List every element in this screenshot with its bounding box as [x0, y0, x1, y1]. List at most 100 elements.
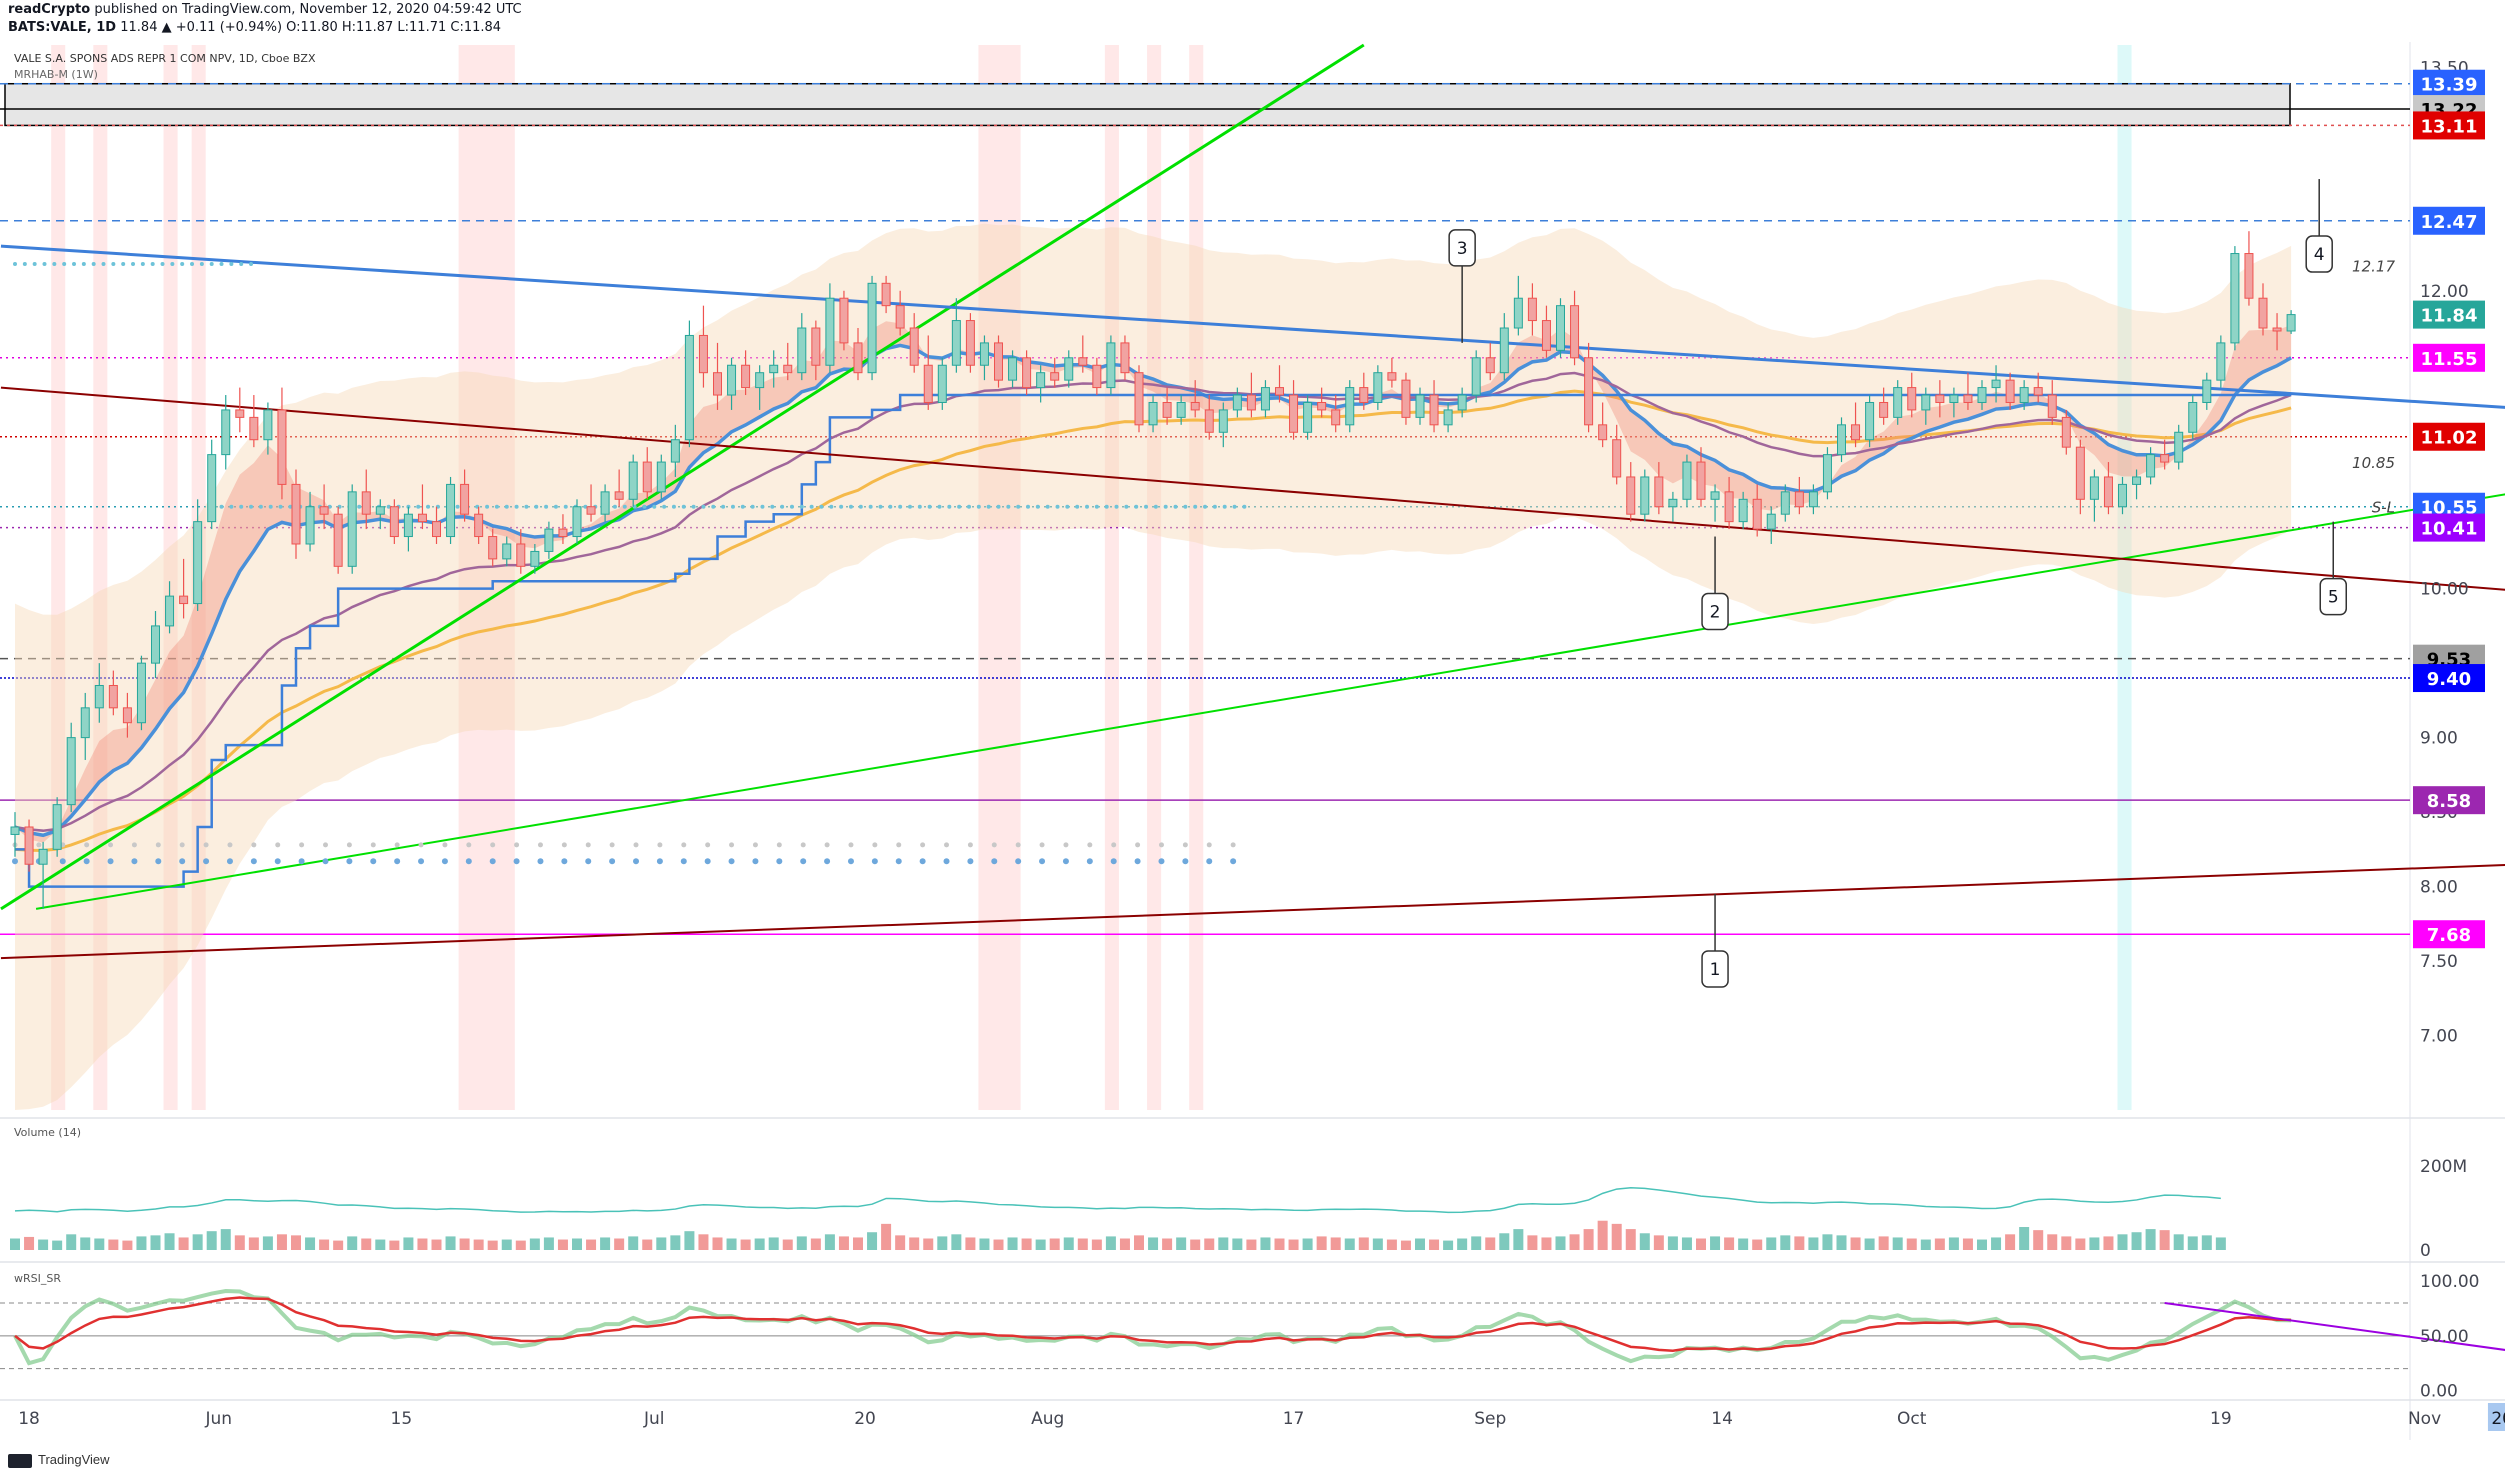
support-dot: [1087, 842, 1093, 848]
level-dot: [563, 504, 568, 509]
level-dot: [907, 504, 912, 509]
volume-bar: [1485, 1237, 1496, 1250]
price-marker-label: 9.40: [2427, 669, 2471, 690]
volume-bar: [389, 1240, 400, 1250]
level-dot: [612, 504, 617, 509]
candle: [530, 550, 540, 567]
volume-bar: [1035, 1239, 1046, 1250]
support-dot: [944, 842, 950, 848]
support-dot: [991, 858, 998, 865]
price-axis-tick: 7.00: [2420, 1027, 2458, 1047]
publisher-name[interactable]: readCrypto: [8, 2, 91, 17]
candle: [2244, 253, 2254, 299]
ticker-symbol: BATS:VALE, 1D: [8, 20, 117, 35]
support-dot: [36, 842, 42, 848]
support-dot: [776, 842, 782, 848]
level-dot: [1035, 504, 1040, 509]
support-dot: [585, 842, 591, 848]
candle: [165, 595, 175, 627]
volume-bar: [1766, 1237, 1777, 1250]
level-dot: [485, 504, 490, 509]
level-dot: [701, 504, 706, 509]
candle: [951, 320, 961, 366]
ticker-values: 11.84 ▲ +0.11 (+0.94%) O:11.80 H:11.87 L…: [120, 20, 502, 35]
volume-bar: [1302, 1238, 1313, 1250]
candle: [1710, 491, 1720, 500]
event-band-red: [163, 45, 178, 1110]
volume-bar: [937, 1236, 948, 1250]
tradingview-logo[interactable]: TradingView: [8, 1452, 110, 1468]
rsi-fast-line: [13, 1288, 2292, 1366]
support-dot: [729, 842, 735, 848]
support-dot: [728, 858, 735, 865]
candle: [1345, 387, 1355, 426]
support-dot: [561, 842, 567, 848]
support-dot: [1062, 858, 1069, 865]
support-dot: [704, 858, 711, 865]
support-dot: [514, 842, 520, 848]
volume-bar: [108, 1239, 119, 1250]
volume-bar: [150, 1235, 161, 1250]
volume-bar: [1513, 1229, 1524, 1250]
volume-bar: [1386, 1239, 1397, 1250]
level-dot: [829, 504, 834, 509]
candle: [94, 684, 104, 709]
time-axis-tick: 14: [1711, 1409, 1733, 1429]
volume-bar: [1527, 1235, 1538, 1250]
price-marker-label: 10.41: [2421, 519, 2478, 540]
candle: [2160, 454, 2170, 463]
candle: [249, 416, 259, 441]
volume-bar: [2201, 1235, 2212, 1250]
candle: [1977, 387, 1987, 403]
volume-bar: [333, 1240, 344, 1250]
level-dot: [268, 504, 273, 509]
level-dot: [809, 504, 814, 509]
support-dot: [1086, 858, 1093, 865]
candle: [684, 334, 694, 441]
candle: [1485, 357, 1495, 374]
candle: [2118, 483, 2127, 508]
chart-background: [0, 42, 2505, 1476]
volume-bar: [1246, 1239, 1257, 1250]
candle: [1457, 394, 1467, 411]
candle: [937, 364, 947, 403]
candle: [1794, 491, 1804, 508]
candle: [867, 282, 877, 374]
volume-bar: [698, 1234, 709, 1250]
candle: [151, 625, 160, 664]
support-dot: [1158, 858, 1165, 865]
volume-bar: [1007, 1237, 1018, 1250]
volume-bar: [80, 1237, 91, 1250]
candle: [1162, 401, 1172, 418]
time-axis-tick: Aug: [1031, 1409, 1064, 1429]
support-dot: [274, 858, 281, 865]
candle: [305, 506, 315, 545]
volume-bar: [1569, 1234, 1580, 1250]
volume-bar: [487, 1240, 498, 1250]
level-dot: [681, 504, 686, 509]
level-dot: [1006, 504, 1011, 509]
volume-bar: [473, 1239, 484, 1250]
volume-bar: [375, 1239, 386, 1250]
price-marker-badge: [2413, 786, 2485, 815]
support-dot: [203, 858, 210, 865]
volume-bar: [431, 1239, 442, 1250]
volume-bar: [1471, 1236, 1482, 1250]
volume-bar: [838, 1236, 849, 1250]
volume-bar: [979, 1238, 990, 1250]
candle: [2103, 476, 2113, 508]
level-dot: [81, 261, 86, 266]
level-dot: [671, 504, 676, 509]
support-dot: [1135, 842, 1141, 848]
time-axis-tick: 18: [18, 1409, 40, 1429]
candle: [1008, 357, 1018, 381]
candle: [1668, 498, 1678, 508]
level-dot: [583, 504, 588, 509]
candle: [1682, 461, 1692, 500]
volume-bar: [319, 1239, 330, 1250]
level-dot: [750, 504, 755, 509]
volume-bar: [1653, 1235, 1664, 1250]
volume-bar: [305, 1237, 316, 1250]
candle: [1148, 401, 1158, 426]
